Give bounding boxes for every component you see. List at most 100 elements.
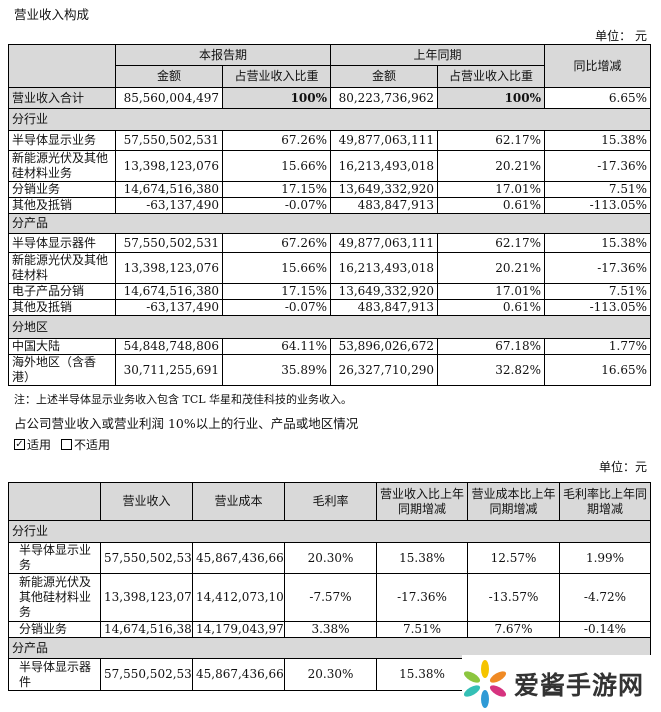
cell: 17.01% <box>437 181 546 198</box>
row-label: 电子产品分销 <box>8 283 116 300</box>
cell: 17.15% <box>221 283 332 300</box>
cell: 14,674,516,380 <box>115 181 223 198</box>
cell: 1.77% <box>544 338 652 355</box>
not-applicable-label: 不适用 <box>74 438 111 452</box>
section-row: 分行业 <box>7 108 652 131</box>
section-row: 分产品 <box>7 213 652 234</box>
section-title: 分地区 <box>7 315 652 339</box>
cell: 12.57% <box>467 542 560 574</box>
cell: 53,896,026,672 <box>330 338 439 355</box>
cell: 13,649,332,920 <box>330 283 439 300</box>
header-share: 占营业收入比重 <box>221 65 332 88</box>
cell: 483,847,913 <box>330 299 439 316</box>
checkbox-unchecked-icon[interactable] <box>61 439 73 450</box>
cell: -113.05% <box>544 299 652 316</box>
row-label: 中国大陆 <box>8 338 116 355</box>
cell: 20.21% <box>437 150 546 182</box>
cell: 100% <box>221 87 332 109</box>
table-row: 电子产品分销 14,674,516,380 17.15% 13,649,332,920… <box>8 283 652 300</box>
cell: 49,877,063,111 <box>330 233 439 253</box>
row-label: 新能源光伏及其他硅材料业务 <box>8 573 101 622</box>
unit-label-2: 单位：元 <box>598 460 647 474</box>
cell: 54,848,748,806 <box>115 338 223 355</box>
table-row: 其他及抵销 -63,137,490 -0.07% 483,847,913 0.61% -1… <box>8 197 652 214</box>
cell: 16.65% <box>544 354 652 386</box>
section-title: 分产品 <box>7 213 652 234</box>
header-amount: 金额 <box>115 65 223 88</box>
cell: 0.61% <box>437 299 546 316</box>
table-row: 半导体显示器件 57,550,502,531 67.26% 49,877,063,11… <box>8 233 652 253</box>
cell: 57,550,502,531 <box>115 130 223 151</box>
cell: 67.26% <box>221 130 332 151</box>
table-row: 分销业务 14,674,516,380 14,179,043,978 3.38% 7.5… <box>8 621 651 638</box>
section-title: 营业收入构成 <box>14 7 90 22</box>
header-amount: 金额 <box>330 65 439 88</box>
row-label: 新能源光伏及其他硅材料 <box>8 252 116 284</box>
cell: 15.38% <box>544 130 652 151</box>
cell: 67.26% <box>221 233 332 253</box>
column-header: 毛利率比上年同期增减 <box>559 482 651 521</box>
column-header: 营业收入比上年同期增减 <box>376 482 468 521</box>
cell: 35.89% <box>221 354 332 386</box>
cell: 57,550,502,531 <box>100 658 193 691</box>
cell: 49,877,063,111 <box>330 130 439 151</box>
cell: 14,674,516,380 <box>100 621 193 638</box>
row-label: 半导体显示业务 <box>8 130 116 151</box>
table-row: 半导体显示业务 57,550,502,531 67.26% 49,877,063,11… <box>8 130 652 151</box>
cell: 20.30% <box>284 658 377 691</box>
cell: 80,223,736,962 <box>330 87 439 109</box>
cell: 17.01% <box>437 283 546 300</box>
cell: 32.82% <box>437 354 546 386</box>
cell: 45,867,436,666 <box>192 658 285 691</box>
cell: 16,213,493,018 <box>330 150 439 182</box>
checkbox-checked-icon[interactable]: ✓ <box>14 439 25 450</box>
column-header: 毛利率 <box>284 482 377 521</box>
section-title: 分行业 <box>8 520 651 543</box>
table-row: 新能源光伏及其他硅材料 13,398,123,076 15.66% 16,213,49… <box>8 252 652 284</box>
row-label: 海外地区（含香港） <box>8 354 116 386</box>
table-row: 海外地区（含香港） 30,711,255,691 35.89% 26,327,710,… <box>8 354 652 386</box>
row-label: 营业收入合计 <box>8 87 116 109</box>
cell: 15.38% <box>376 542 468 574</box>
header-last-year: 上年同期 <box>330 44 546 66</box>
cell: -0.14% <box>559 621 651 638</box>
row-label: 其他及抵销 <box>8 197 116 214</box>
row-label: 半导体显示业务 <box>8 542 101 574</box>
cell: 13,398,123,076 <box>100 573 193 622</box>
column-header: 营业成本 <box>192 482 285 521</box>
cell: 15.38% <box>376 658 468 691</box>
cell: 14,412,073,108 <box>192 573 285 622</box>
applicable-label: 适用 <box>27 438 52 452</box>
cell: -113.05% <box>544 197 652 214</box>
column-header: 营业收入 <box>100 482 193 521</box>
table-row: 新能源光伏及其他硅材料业务 13,398,123,076 14,412,073,10… <box>8 573 651 622</box>
cell: 17.15% <box>221 181 332 198</box>
cell: -4.72% <box>559 573 651 622</box>
section-title: 分行业 <box>7 108 652 131</box>
cell: 7.51% <box>544 181 652 198</box>
cell: 20.21% <box>437 252 546 284</box>
cell: 6.65% <box>544 87 652 109</box>
section-row: 分行业 <box>8 520 651 543</box>
table-row: 新能源光伏及其他硅材料业务 13,398,123,076 15.66% 16,213,… <box>8 150 652 182</box>
cell: 20.30% <box>284 542 377 574</box>
cell: 14,674,516,380 <box>115 283 223 300</box>
total-row: 营业收入合计 85,560,004,497 100% 80,223,736,96… <box>8 87 652 109</box>
row-label: 半导体显示器件 <box>8 233 116 253</box>
table-row: 分销业务 14,674,516,380 17.15% 13,649,332,920 17… <box>8 181 652 198</box>
major-segments-table: 营业收入 营业成本 毛利率 营业收入比上年同期增减 营业成本比上年同期增减 毛利率比上年同… <box>8 482 651 691</box>
cell: 0.61% <box>437 197 546 214</box>
column-header: 营业成本比上年同期增减 <box>467 482 560 521</box>
header-blank <box>8 482 101 521</box>
cell: 57,550,502,531 <box>100 542 193 574</box>
cell: 15.66% <box>221 150 332 182</box>
watermark-flower-logo-icon <box>463 659 507 708</box>
table-row: 其他及抵销 -63,137,490 -0.07% 483,847,913 0.61% -1… <box>8 299 652 316</box>
cell: 13,398,123,076 <box>115 252 223 284</box>
subheading: 占公司营业收入或营业利润 10%以上的行业、产品或地区情况 <box>14 416 359 431</box>
cell: 85,560,004,497 <box>115 87 223 109</box>
cell: -13.57% <box>467 573 560 622</box>
cell: 30,711,255,691 <box>115 354 223 386</box>
cell: -0.07% <box>221 299 332 316</box>
cell: 13,649,332,920 <box>330 181 439 198</box>
